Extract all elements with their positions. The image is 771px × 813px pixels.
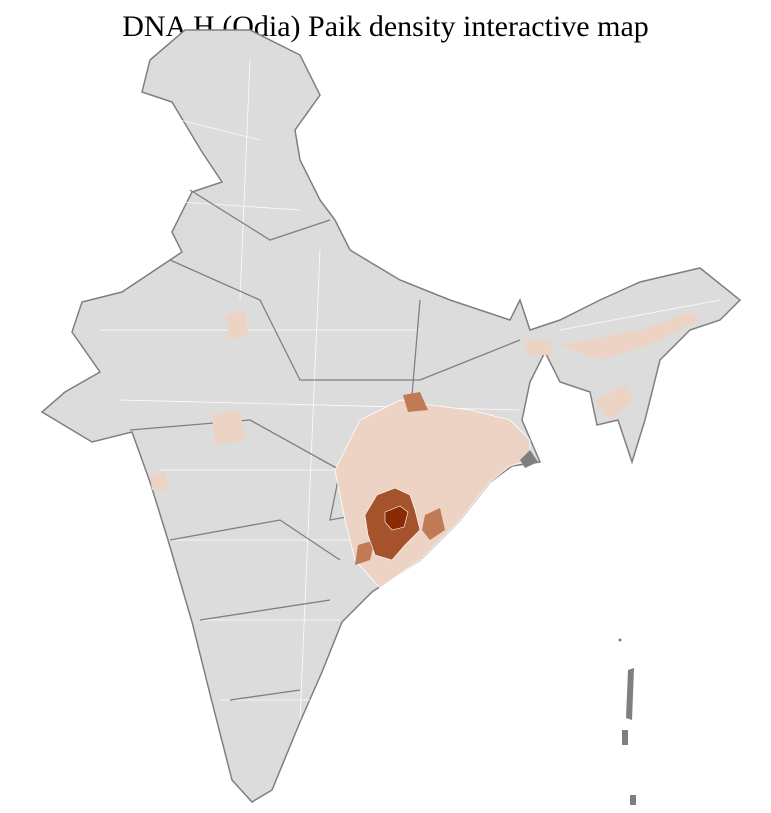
low-density-region-northeast-2[interactable]: [595, 385, 635, 420]
density-regions[interactable]: [150, 310, 700, 589]
highest-density-region[interactable]: [384, 505, 409, 531]
medium-density-region-2[interactable]: [355, 540, 375, 565]
low-density-region-northeast[interactable]: [560, 312, 700, 360]
islands: [618, 638, 636, 805]
low-density-region-north[interactable]: [225, 310, 248, 340]
dark-border-region-sundarbans: [520, 450, 538, 468]
medium-density-region-1[interactable]: [422, 508, 445, 540]
low-density-region-bengal[interactable]: [525, 340, 552, 355]
medium-density-region-jharkhand[interactable]: [403, 392, 428, 412]
low-density-region-west[interactable]: [212, 410, 245, 445]
low-density-region-coast[interactable]: [150, 472, 168, 490]
